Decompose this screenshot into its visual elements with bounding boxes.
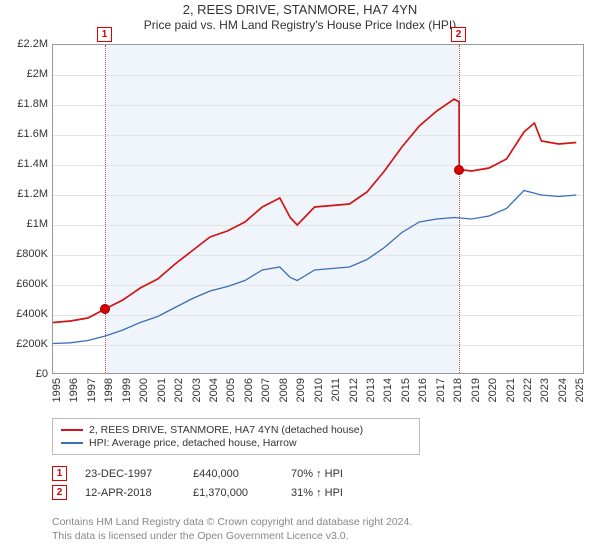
title-block: 2, REES DRIVE, STANMORE, HA7 4YN Price p… (0, 0, 600, 32)
sale-marker-dot (454, 165, 464, 175)
x-axis-tick-label: 1999 (121, 378, 133, 402)
sale-marker-number: 1 (97, 27, 112, 42)
x-axis-tick-label: 2014 (382, 378, 394, 402)
sale-pct-vs-hpi: 31% ↑ HPI (291, 487, 371, 499)
y-axis-tick-label: £2.2M (4, 38, 48, 50)
series-property (53, 99, 576, 323)
x-axis-tick-label: 2020 (487, 378, 499, 402)
marker-badge: 2 (52, 485, 67, 500)
y-axis-tick-label: £1.2M (4, 188, 48, 200)
x-axis-tick-label: 2008 (278, 378, 290, 402)
sale-date: 12-APR-2018 (85, 487, 175, 499)
y-axis-tick-label: £1.4M (4, 158, 48, 170)
x-axis-tick-label: 2000 (138, 378, 150, 402)
sale-pct-vs-hpi: 70% ↑ HPI (291, 468, 371, 480)
legend-label: 2, REES DRIVE, STANMORE, HA7 4YN (detach… (89, 424, 363, 436)
attribution-line: Contains HM Land Registry data © Crown c… (52, 516, 412, 530)
y-axis-tick-label: £1.8M (4, 98, 48, 110)
x-axis-tick-label: 2005 (225, 378, 237, 402)
chart-subtitle: Price paid vs. HM Land Registry's House … (0, 18, 600, 32)
x-axis-tick-label: 1995 (51, 378, 63, 402)
x-axis-tick-label: 2009 (295, 378, 307, 402)
x-axis-tick-label: 2021 (505, 378, 517, 402)
legend-swatch (61, 442, 83, 444)
x-axis-tick-label: 2022 (522, 378, 534, 402)
y-axis-tick-label: £200K (4, 338, 48, 350)
x-axis-tick-label: 1996 (68, 378, 80, 402)
chart-legend: 2, REES DRIVE, STANMORE, HA7 4YN (detach… (52, 418, 420, 455)
attribution-line: This data is licensed under the Open Gov… (52, 530, 412, 544)
legend-label: HPI: Average price, detached house, Harr… (89, 437, 297, 449)
legend-swatch (61, 429, 83, 431)
sales-markers-table: 1 23-DEC-1997 £440,000 70% ↑ HPI 2 12-AP… (52, 462, 371, 504)
x-axis-tick-label: 2004 (208, 378, 220, 402)
y-axis-tick-label: £1.6M (4, 128, 48, 140)
sale-marker-dot (100, 304, 110, 314)
x-axis-tick-label: 2017 (435, 378, 447, 402)
chart-plot-area: 12 £0£200K£400K£600K£800K£1M£1.2M£1.4M£1… (52, 44, 584, 374)
x-axis-tick-label: 2007 (260, 378, 272, 402)
x-axis-tick-label: 2002 (173, 378, 185, 402)
attribution-text: Contains HM Land Registry data © Crown c… (52, 516, 412, 543)
sale-price: £440,000 (193, 468, 273, 480)
price-chart-container: 2, REES DRIVE, STANMORE, HA7 4YN Price p… (0, 0, 600, 560)
y-axis-tick-label: £0 (4, 368, 48, 380)
x-axis-tick-label: 1998 (103, 378, 115, 402)
y-axis-tick-label: £800K (4, 248, 48, 260)
y-axis-tick-label: £2M (4, 68, 48, 80)
chart-lines (53, 45, 585, 375)
x-axis-tick-label: 2015 (400, 378, 412, 402)
x-axis-tick-label: 2018 (452, 378, 464, 402)
x-axis-tick-label: 1997 (86, 378, 98, 402)
x-axis-tick-label: 2006 (243, 378, 255, 402)
sale-marker-number: 2 (451, 27, 466, 42)
x-axis-tick-label: 2001 (156, 378, 168, 402)
marker-badge: 1 (52, 466, 67, 481)
x-axis-tick-label: 2024 (557, 378, 569, 402)
sale-price: £1,370,000 (193, 487, 273, 499)
x-axis-tick-label: 2019 (470, 378, 482, 402)
sale-date: 23-DEC-1997 (85, 468, 175, 480)
plot-box: 12 (52, 44, 584, 374)
y-axis-tick-label: £600K (4, 278, 48, 290)
x-axis-tick-label: 2003 (191, 378, 203, 402)
y-axis-tick-label: £400K (4, 308, 48, 320)
x-axis-tick-label: 2023 (539, 378, 551, 402)
x-axis-tick-label: 2025 (574, 378, 586, 402)
series-hpi (53, 191, 576, 344)
x-axis-tick-label: 2013 (365, 378, 377, 402)
x-axis-tick-label: 2016 (417, 378, 429, 402)
y-axis-tick-label: £1M (4, 218, 48, 230)
chart-title: 2, REES DRIVE, STANMORE, HA7 4YN (0, 2, 600, 17)
legend-item: HPI: Average price, detached house, Harr… (61, 437, 411, 449)
legend-item: 2, REES DRIVE, STANMORE, HA7 4YN (detach… (61, 424, 411, 436)
x-axis-tick-label: 2010 (313, 378, 325, 402)
sale-row: 2 12-APR-2018 £1,370,000 31% ↑ HPI (52, 485, 371, 500)
sale-row: 1 23-DEC-1997 £440,000 70% ↑ HPI (52, 466, 371, 481)
x-axis-tick-label: 2011 (330, 378, 342, 402)
x-axis-tick-label: 2012 (348, 378, 360, 402)
